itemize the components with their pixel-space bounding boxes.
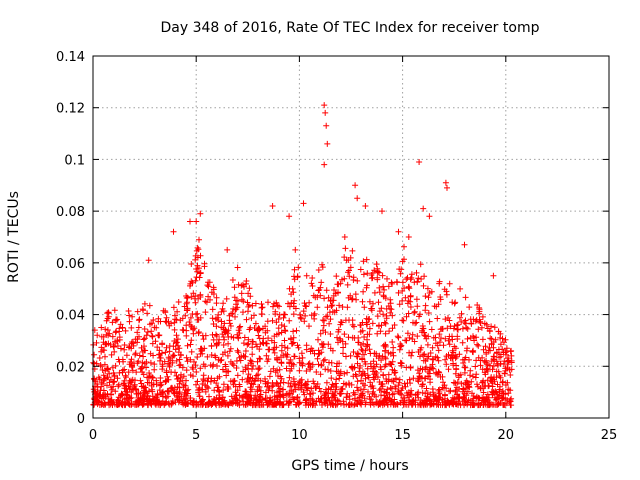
y-tick-label: 0.1 bbox=[64, 153, 85, 168]
x-axis-ticks: 0 5 10 15 20 25 bbox=[89, 56, 617, 443]
roti-point-markers bbox=[90, 102, 515, 409]
x-tick-label: 20 bbox=[498, 428, 515, 443]
x-tick-label: 15 bbox=[394, 428, 411, 443]
x-tick-label: 10 bbox=[291, 428, 308, 443]
data-points bbox=[90, 102, 515, 409]
y-tick-label: 0.04 bbox=[56, 309, 85, 324]
y-tick-label: 0.14 bbox=[56, 50, 85, 65]
chart-title: Day 348 of 2016, Rate Of TEC Index for r… bbox=[161, 20, 540, 36]
plot-frame bbox=[92, 55, 610, 419]
x-tick-label: 25 bbox=[601, 428, 618, 443]
y-tick-label: 0.12 bbox=[56, 102, 85, 117]
x-tick-label: 5 bbox=[192, 428, 200, 443]
y-tick-label: 0.02 bbox=[56, 360, 85, 375]
y-axis-label: ROTI / TECUs bbox=[6, 191, 22, 283]
y-tick-label: 0.08 bbox=[56, 205, 85, 220]
y-tick-label: 0 bbox=[77, 412, 85, 427]
y-tick-label: 0.06 bbox=[56, 257, 85, 272]
y-axis-ticks: 0 0.02 0.04 0.06 0.08 0.1 0.12 0.14 bbox=[56, 50, 609, 427]
x-axis-label: GPS time / hours bbox=[291, 458, 408, 474]
x-tick-label: 0 bbox=[89, 428, 97, 443]
